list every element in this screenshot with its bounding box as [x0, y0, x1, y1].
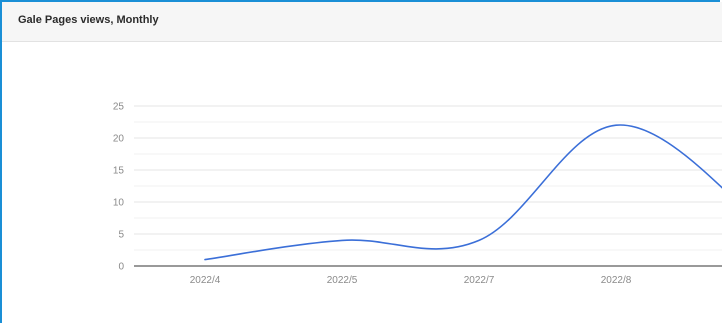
x-tick-label: 2022/5	[327, 275, 358, 286]
y-tick-label: 10	[113, 198, 125, 209]
y-tick-label: 0	[118, 262, 124, 273]
y-tick-label: 25	[113, 102, 125, 113]
x-tick-label: 2022/4	[190, 275, 221, 286]
panel-header: Gale Pages views, Monthly	[2, 2, 722, 42]
x-tick-label: 2022/7	[464, 275, 495, 286]
y-tick-label: 15	[113, 166, 125, 177]
data-point	[340, 238, 344, 242]
data-point	[614, 123, 618, 127]
panel-title: Gale Pages views, Monthly	[18, 14, 159, 26]
data-point	[477, 238, 481, 242]
x-tick-label: 2022/8	[601, 275, 632, 286]
series-line	[204, 124, 722, 261]
data-point	[203, 258, 207, 262]
y-tick-label: 20	[113, 134, 125, 145]
y-tick-label: 5	[118, 230, 124, 241]
line-chart: 0 5 10 15 20 25 2022/4 2022/5 2022/7 2022/8	[113, 102, 722, 286]
chart-area: 0 5 10 15 20 25 2022/4 2022/5 2022/7 2022/8	[2, 42, 722, 325]
